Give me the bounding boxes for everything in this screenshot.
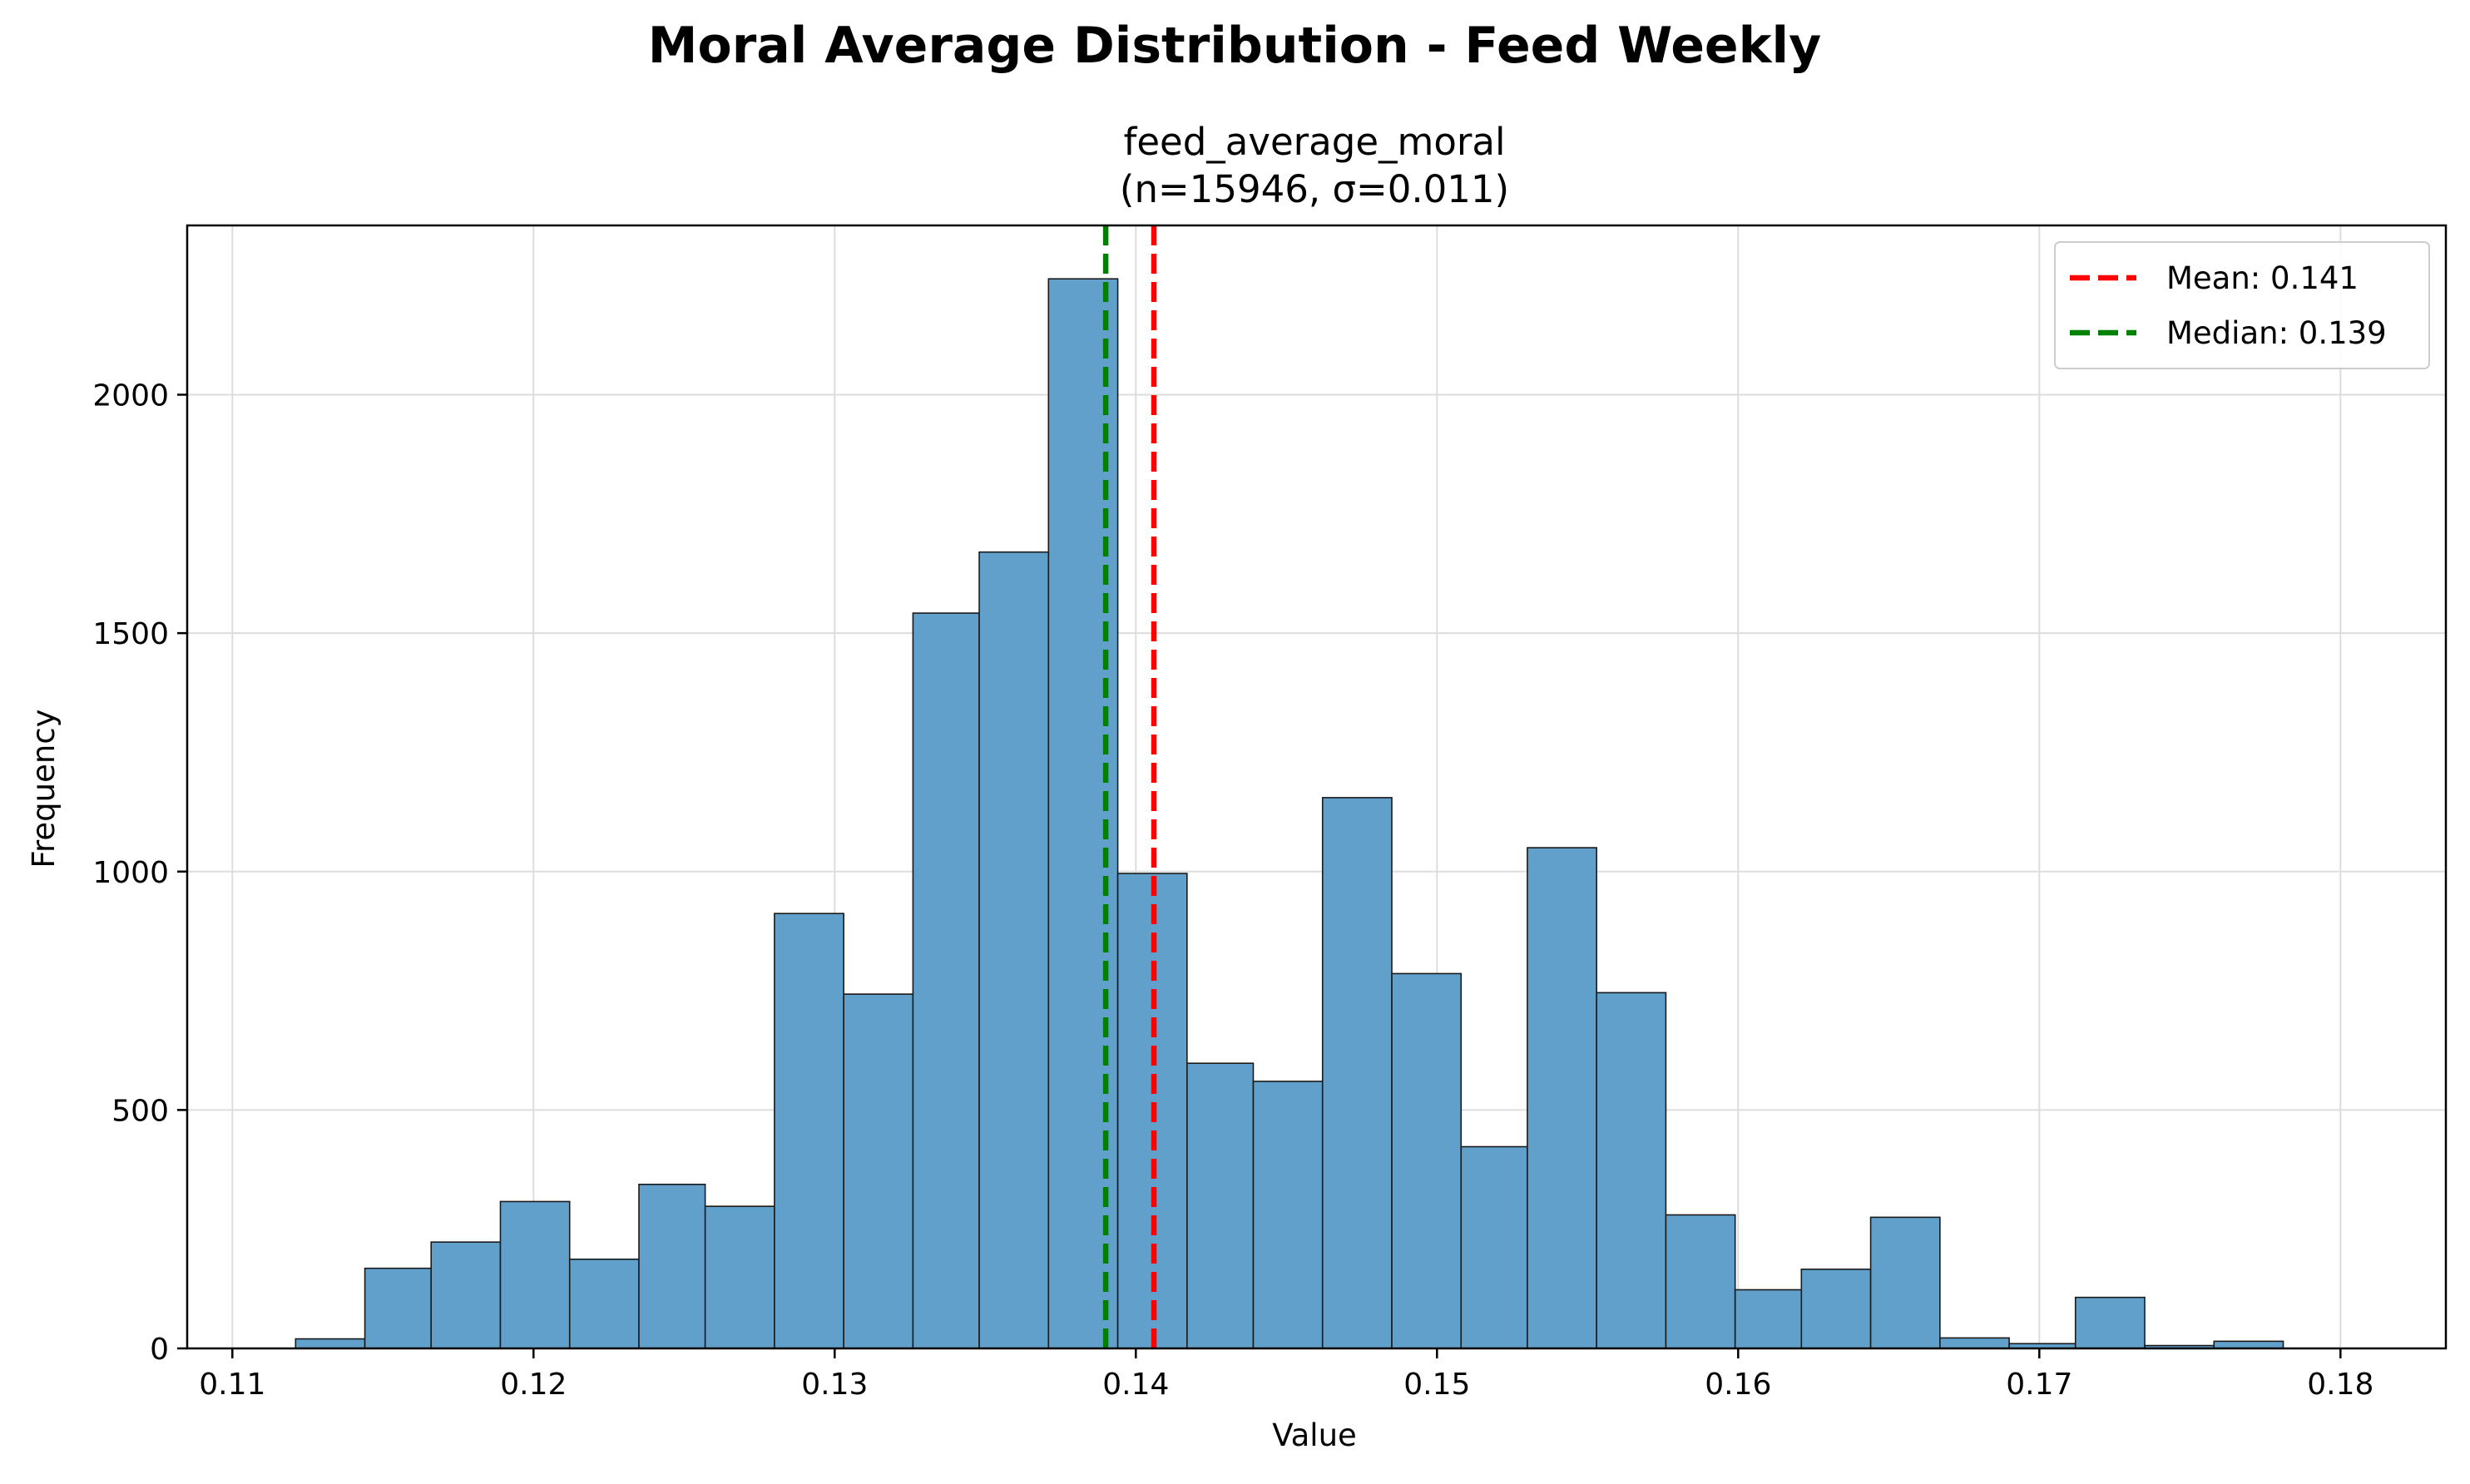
plot-area-frame: [186, 224, 2448, 1350]
histogram-bar: [1800, 1269, 1872, 1349]
y-tick-label: 1000: [92, 856, 169, 890]
x-tick-label: 0.17: [2006, 1368, 2072, 1402]
histogram-bar: [843, 993, 914, 1349]
y-tick-label: 500: [111, 1094, 169, 1128]
histogram-bar: [364, 1267, 433, 1349]
x-tick-label: 0.18: [2307, 1368, 2373, 1402]
x-tick-label: 0.16: [1705, 1368, 1771, 1402]
legend-label: Mean: 0.141: [2166, 260, 2359, 296]
histogram-bars: [295, 278, 2284, 1349]
histogram-bar: [2213, 1340, 2284, 1349]
histogram-bar: [1665, 1214, 1736, 1349]
histogram-bar: [704, 1205, 775, 1349]
x-tick-label: 0.15: [1403, 1368, 1470, 1402]
axes-title-line1: feed_average_moral: [1124, 120, 1506, 164]
figure-suptitle: Moral Average Distribution - Feed Weekly: [648, 17, 1821, 75]
histogram-bar: [774, 913, 844, 1349]
legend-box: [2054, 241, 2430, 369]
histogram-bar: [295, 1338, 366, 1349]
y-tick-label: 2000: [92, 379, 169, 413]
histogram-bar: [912, 612, 980, 1349]
histogram-bar: [1460, 1145, 1528, 1349]
histogram-bar: [1734, 1289, 1803, 1349]
histogram-bar: [2074, 1296, 2146, 1349]
y-axis-label: Frequency: [26, 709, 62, 868]
x-tick-label: 0.11: [199, 1368, 265, 1402]
x-axis-label: Value: [1272, 1417, 1357, 1453]
y-tick-label: 1500: [92, 617, 169, 651]
legend-label: Median: 0.139: [2166, 315, 2387, 351]
histogram-bar: [1186, 1062, 1255, 1349]
histogram-bar: [1869, 1216, 1941, 1349]
histogram-bar: [1321, 797, 1393, 1349]
histogram-bar: [1391, 972, 1463, 1349]
histogram-bar: [499, 1200, 571, 1349]
histogram-bar: [1527, 847, 1597, 1349]
y-axis-ticks: 0 500 1000 1500 2000: [92, 379, 187, 1367]
histogram-bar: [978, 551, 1050, 1349]
histogram-bar: [1939, 1337, 2010, 1349]
y-tick-label: 0: [150, 1333, 169, 1367]
histogram-bar: [430, 1241, 502, 1349]
legend: Mean: 0.141 Median: 0.139: [2054, 241, 2430, 369]
histogram-bar: [568, 1259, 640, 1349]
reference-lines: [1102, 225, 1157, 1348]
x-axis-ticks: 0.11 0.12 0.13 0.14 0.15 0.16 0.17 0.18: [199, 1348, 2373, 1402]
x-tick-label: 0.14: [1102, 1368, 1169, 1402]
axes-title-line2: (n=15946, σ=0.011): [1120, 167, 1509, 211]
histogram-bar: [638, 1184, 706, 1349]
histogram-bar: [1596, 992, 1667, 1349]
x-tick-label: 0.12: [500, 1368, 567, 1402]
histogram-bar: [1252, 1081, 1324, 1349]
x-tick-label: 0.13: [801, 1368, 868, 1402]
